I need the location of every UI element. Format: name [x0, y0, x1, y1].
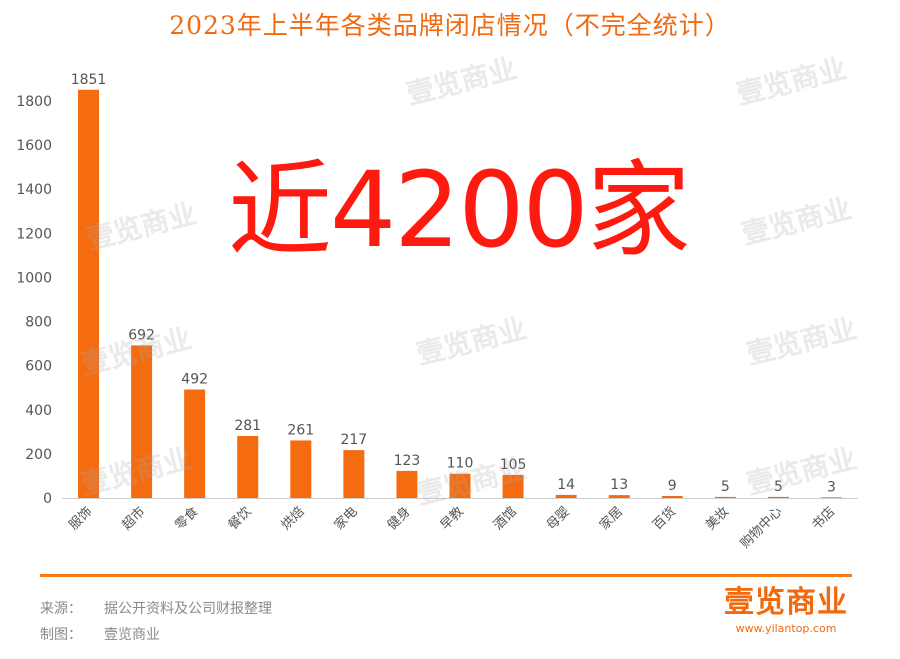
- data-label: 692: [128, 327, 155, 343]
- y-tick-label: 1400: [16, 182, 52, 198]
- bar: [608, 495, 630, 498]
- bar: [78, 89, 100, 499]
- y-tick-label: 0: [43, 491, 52, 507]
- data-label: 13: [610, 477, 628, 493]
- x-tick-label: 购物中心: [737, 504, 785, 552]
- bar: [555, 494, 577, 498]
- x-tick-label: 零食: [172, 504, 202, 534]
- data-label: 3: [827, 479, 836, 495]
- x-tick-label: 烘焙: [279, 504, 308, 533]
- x-tick-label: 百货: [649, 504, 679, 534]
- bar: [820, 497, 842, 498]
- maker-line: 制图： 壹览商业: [40, 624, 160, 644]
- y-tick-label: 400: [25, 403, 52, 419]
- y-tick-label: 1800: [16, 94, 52, 110]
- footer-divider: [40, 574, 852, 577]
- bar: [343, 450, 365, 498]
- data-label: 217: [340, 432, 367, 448]
- x-tick-label: 母婴: [544, 504, 573, 533]
- source-line: 来源： 据公开资料及公司财报整理: [40, 598, 272, 618]
- data-label: 5: [721, 479, 730, 495]
- y-tick-label: 1200: [16, 226, 52, 242]
- source-key: 来源：: [40, 601, 82, 617]
- x-tick-label: 家电: [331, 504, 361, 534]
- data-label: 110: [447, 456, 474, 472]
- bar: [131, 345, 153, 498]
- y-tick-label: 800: [25, 315, 52, 331]
- data-label: 1851: [71, 72, 107, 88]
- x-tick-label: 酒馆: [491, 504, 520, 533]
- bar: [449, 473, 471, 498]
- data-label: 9: [668, 478, 677, 494]
- y-tick-label: 1000: [16, 270, 52, 286]
- y-tick-label: 600: [25, 359, 52, 375]
- x-tick-label: 书店: [809, 504, 838, 533]
- maker-value: 壹览商业: [104, 627, 160, 643]
- bar: [714, 496, 736, 498]
- y-tick-label: 200: [25, 447, 52, 463]
- bar: [237, 436, 259, 498]
- brand-url: www.yilantop.com: [735, 622, 837, 635]
- brand-logo-block: 壹览商业 www.yilantop.com: [724, 585, 848, 636]
- chart-title: 2023年上半年各类品牌闭店情况（不完全统计）: [169, 11, 731, 40]
- x-tick-label: 家居: [596, 504, 626, 534]
- maker-key: 制图：: [40, 627, 82, 643]
- source-value: 据公开资料及公司财报整理: [104, 601, 272, 617]
- x-tick-label: 健身: [384, 504, 414, 534]
- bar: [396, 470, 418, 498]
- x-tick-label: 服饰: [66, 504, 95, 533]
- data-label: 492: [181, 371, 208, 387]
- y-tick-label: 1600: [16, 138, 52, 154]
- brand-logo: 壹览商业: [724, 585, 848, 620]
- bar: [184, 389, 206, 498]
- data-label: 105: [500, 457, 527, 473]
- bar: [290, 440, 312, 498]
- data-label: 5: [774, 479, 783, 495]
- bar: [767, 496, 789, 498]
- bar: [502, 474, 524, 498]
- x-tick-label: 超市: [119, 504, 149, 534]
- data-label: 281: [234, 418, 261, 434]
- chart-area: 0 200 400 600 800 1000 1200 1400 1600 1800 1851 服饰 6…: [16, 72, 858, 552]
- x-tick-label: 餐饮: [225, 504, 255, 534]
- data-label: 123: [394, 453, 421, 469]
- bar: [661, 496, 683, 498]
- data-label: 14: [557, 477, 575, 493]
- x-tick-label: 美妆: [703, 504, 732, 533]
- total-annotation: 近4200家: [228, 149, 691, 271]
- bar-chart: 0 200 400 600 800 1000 1200 1400 1600 1800 1851 服饰 6…: [16, 72, 858, 552]
- data-label: 261: [287, 422, 314, 438]
- x-tick-label: 早教: [437, 504, 467, 534]
